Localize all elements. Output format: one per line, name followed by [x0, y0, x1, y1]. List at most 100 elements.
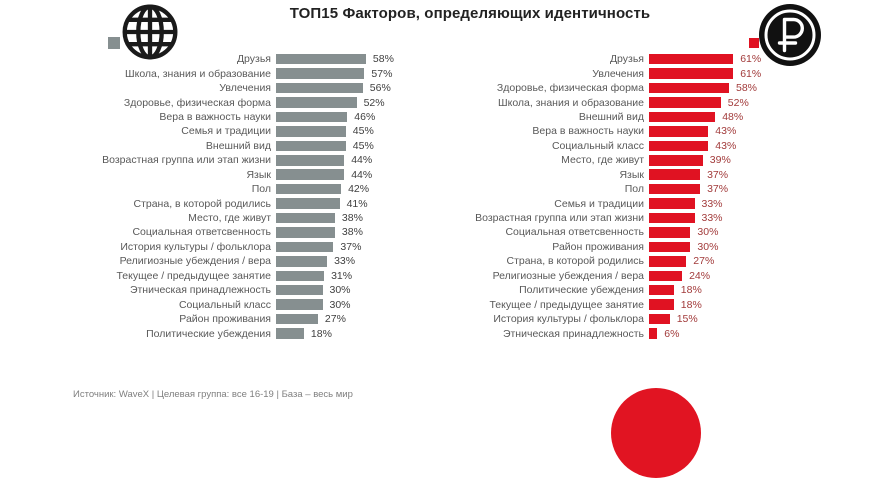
row-label: Социальный класс [551, 139, 644, 152]
value-label: 58% [372, 53, 394, 66]
row-label: Пол [624, 183, 644, 196]
chart-row: Друзья 58% [0, 52, 435, 66]
bar [649, 140, 709, 152]
value-label: 18% [310, 327, 332, 340]
world-legend-swatch [108, 37, 120, 49]
chart-row: Политические убеждения 18% [435, 283, 870, 297]
value-label: 38% [341, 212, 363, 225]
chart-row: Внешний вид 48% [435, 110, 870, 124]
row-label: Политические убеждения [146, 327, 271, 340]
bottom-red-logo [611, 388, 701, 478]
bar [649, 169, 701, 180]
row-label: Возрастная группа или этап жизни [475, 212, 644, 225]
value-label: 37% [707, 183, 729, 196]
bar [649, 68, 734, 79]
bar [276, 227, 335, 238]
row-label: Здоровье, физическая форма [123, 96, 271, 109]
value-label: 27% [324, 313, 346, 326]
bar [276, 256, 328, 267]
row-label: Семья и традиции [554, 197, 644, 210]
row-label: Страна, в которой родились [133, 197, 271, 210]
bar [649, 155, 703, 166]
chart-row: Язык 44% [0, 168, 435, 182]
globe-icon [120, 2, 180, 62]
chart-row: Этническая принадлежность 6% [435, 326, 870, 340]
value-label: 18% [680, 298, 702, 311]
bar [276, 53, 366, 65]
bar [276, 111, 348, 123]
chart-row: Социальный класс 43% [435, 139, 870, 153]
row-label: Религиозные убеждения / вера [119, 255, 271, 268]
row-label: Этническая принадлежность [129, 284, 271, 297]
row-label: Возрастная группа или этап жизни [102, 154, 271, 167]
bar [649, 53, 734, 65]
chart-row: История культуры / фольклора 37% [0, 240, 435, 254]
bar [276, 97, 357, 108]
bar [649, 328, 658, 339]
bar [276, 155, 345, 166]
bar [649, 111, 716, 123]
chart-row: Увлечения 56% [0, 81, 435, 95]
chart-row: Язык 37% [435, 168, 870, 182]
value-label: 30% [697, 226, 719, 239]
value-label: 44% [351, 168, 373, 181]
bar [276, 313, 318, 325]
chart-row: Возрастная группа или этап жизни 33% [435, 211, 870, 225]
bar [649, 256, 687, 267]
bar [649, 270, 683, 282]
bar [649, 299, 674, 310]
chart-row: Социальная ответсвенность 38% [0, 225, 435, 239]
value-label: 6% [664, 327, 680, 340]
row-label: Здоровье, физическая форма [496, 82, 644, 95]
value-label: 30% [329, 298, 351, 311]
bar [276, 82, 363, 94]
chart-row: Друзья 61% [435, 52, 870, 66]
bar [276, 169, 345, 180]
row-label: Текущее / предыдущее занятие [489, 298, 644, 311]
chart-row: Школа, знания и образование 57% [0, 66, 435, 80]
row-label: Школа, знания и образование [497, 96, 644, 109]
value-label: 45% [352, 139, 374, 152]
value-label: 44% [351, 154, 373, 167]
row-label: Страна, в которой родились [506, 255, 644, 268]
bar [276, 126, 346, 137]
chart-row: Социальная ответсвенность 30% [435, 225, 870, 239]
chart-row: Вера в важность науки 46% [0, 110, 435, 124]
bar [649, 198, 695, 209]
chart-row: Страна, в которой родились 41% [0, 196, 435, 210]
value-label: 43% [715, 139, 737, 152]
bar [649, 126, 709, 137]
ruble-icon [758, 3, 822, 67]
value-label: 43% [715, 125, 737, 138]
row-label: Вера в важность науки [159, 110, 271, 123]
value-label: 33% [334, 255, 356, 268]
row-label: Район проживания [552, 240, 644, 253]
value-label: 37% [707, 168, 729, 181]
value-label: 27% [693, 255, 715, 268]
row-label: Семья и традиции [181, 125, 271, 138]
value-label: 61% [740, 53, 762, 66]
chart-row: Место, где живут 38% [0, 211, 435, 225]
chart-row: Текущее / предыдущее занятие 18% [435, 297, 870, 311]
chart-row: История культуры / фольклора 15% [435, 312, 870, 326]
chart-row: Религиозные убеждения / вера 33% [0, 254, 435, 268]
chart-row: Вера в важность науки 43% [435, 124, 870, 138]
value-label: 15% [676, 313, 698, 326]
row-label: История культуры / фольклора [120, 240, 271, 253]
chart-row: Пол 37% [435, 182, 870, 196]
chart-row: Семья и традиции 45% [0, 124, 435, 138]
row-label: Социальная ответсвенность [132, 226, 271, 239]
value-label: 39% [709, 154, 731, 167]
ruble-legend-swatch [749, 38, 759, 48]
value-label: 52% [363, 96, 385, 109]
row-label: Друзья [609, 53, 644, 66]
row-label: Политические убеждения [519, 284, 644, 297]
chart-row: Район проживания 27% [0, 312, 435, 326]
value-label: 30% [329, 284, 351, 297]
chart-row: Место, где живут 39% [435, 153, 870, 167]
row-label: Этническая принадлежность [502, 327, 644, 340]
value-label: 31% [331, 269, 353, 282]
bar [649, 241, 691, 253]
bar [649, 97, 721, 108]
bar [276, 198, 340, 209]
